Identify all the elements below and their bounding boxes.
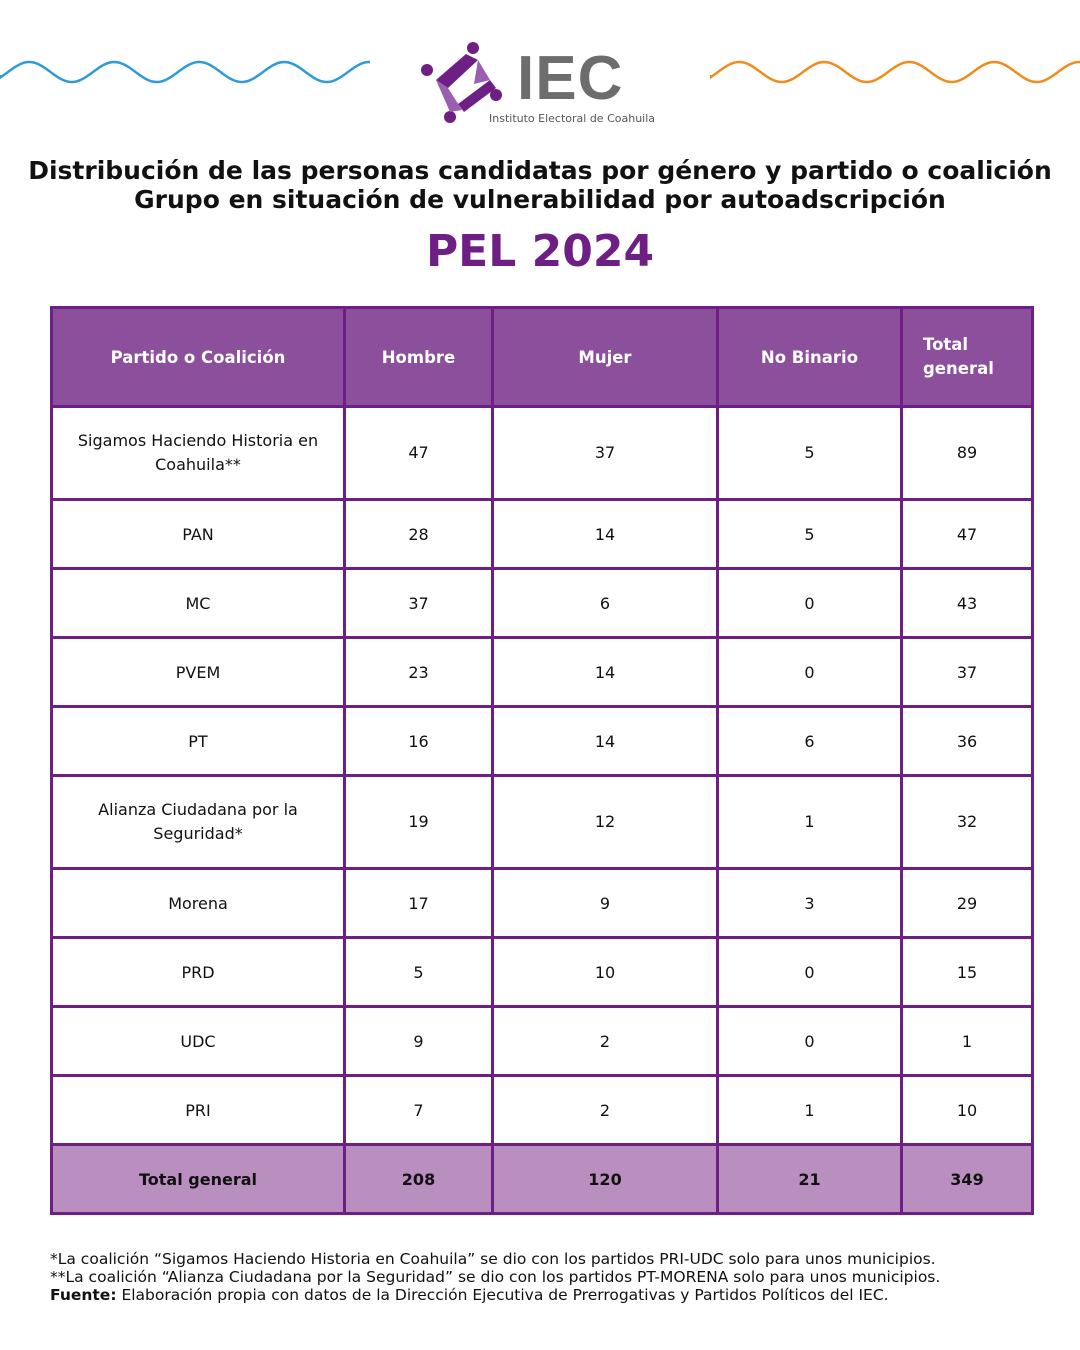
cell-no-binario: 0: [716, 1005, 903, 1077]
cell-mujer: 10: [491, 936, 719, 1008]
cell-hombre: 17: [343, 867, 494, 939]
cell-no-binario: 6: [716, 705, 903, 777]
cell-party: PAN: [50, 498, 346, 570]
cell-total: 29: [900, 867, 1034, 939]
cell-total: 43: [900, 567, 1034, 639]
table-row: PVEM 23 14 0 37: [50, 636, 1034, 708]
total-cell-no-binario: 21: [716, 1143, 903, 1215]
header-mujer: Mujer: [491, 306, 719, 408]
cell-hombre: 7: [343, 1074, 494, 1146]
table-row: PAN 28 14 5 47: [50, 498, 1034, 570]
candidates-table: Partido o Coalición Hombre Mujer No Bina…: [50, 306, 1034, 1215]
table-row: Morena 17 9 3 29: [50, 867, 1034, 939]
cell-total: 36: [900, 705, 1034, 777]
cell-party: Morena: [50, 867, 346, 939]
cell-hombre: 16: [343, 705, 494, 777]
header-no-binario: No Binario: [716, 306, 903, 408]
table-row: PT 16 14 6 36: [50, 705, 1034, 777]
footnotes: *La coalición “Sigamos Haciendo Historia…: [50, 1250, 940, 1304]
cell-total: 47: [900, 498, 1034, 570]
footnote-1: *La coalición “Sigamos Haciendo Historia…: [50, 1250, 936, 1268]
cell-party: Sigamos Haciendo Historia en Coahuila**: [50, 405, 346, 501]
cell-mujer: 37: [491, 405, 719, 501]
cell-total: 10: [900, 1074, 1034, 1146]
cell-mujer: 9: [491, 867, 719, 939]
cell-party: PT: [50, 705, 346, 777]
cell-mujer: 14: [491, 705, 719, 777]
cell-party: PRD: [50, 936, 346, 1008]
table-header-row: Partido o Coalición Hombre Mujer No Bina…: [50, 306, 1034, 408]
header-total: Total general: [900, 306, 1034, 408]
page-subtitle: PEL 2024: [425, 226, 655, 277]
cell-no-binario: 5: [716, 498, 903, 570]
cell-hombre: 5: [343, 936, 494, 1008]
cell-no-binario: 0: [716, 567, 903, 639]
cell-mujer: 12: [491, 774, 719, 870]
cell-no-binario: 1: [716, 1074, 903, 1146]
footnote-2: **La coalición “Alianza Ciudadana por la…: [50, 1268, 941, 1286]
cell-hombre: 47: [343, 405, 494, 501]
cell-party: PRI: [50, 1074, 346, 1146]
cell-mujer: 14: [491, 636, 719, 708]
wave-decoration-right: [710, 60, 1080, 84]
total-cell-party: Total general: [50, 1143, 346, 1215]
header-party: Partido o Coalición: [50, 306, 346, 408]
cell-party: UDC: [50, 1005, 346, 1077]
total-cell-hombre: 208: [343, 1143, 494, 1215]
total-row: Total general 208 120 21 349: [50, 1143, 1034, 1215]
cell-party: Alianza Ciudadana por la Seguridad*: [50, 774, 346, 870]
cell-hombre: 9: [343, 1005, 494, 1077]
page-title: Distribución de las personas candidatas …: [28, 156, 1052, 214]
cell-total: 1: [900, 1005, 1034, 1077]
total-cell-total: 349: [900, 1143, 1034, 1215]
iec-logo-icon: [421, 42, 502, 123]
cell-no-binario: 5: [716, 405, 903, 501]
table-row: UDC 9 2 0 1: [50, 1005, 1034, 1077]
cell-mujer: 14: [491, 498, 719, 570]
cell-party: PVEM: [50, 636, 346, 708]
cell-mujer: 6: [491, 567, 719, 639]
table-row: MC 37 6 0 43: [50, 567, 1034, 639]
table-row: PRD 5 10 0 15: [50, 936, 1034, 1008]
cell-total: 37: [900, 636, 1034, 708]
cell-party: MC: [50, 567, 346, 639]
cell-no-binario: 0: [716, 936, 903, 1008]
cell-mujer: 2: [491, 1074, 719, 1146]
header-hombre: Hombre: [343, 306, 494, 408]
cell-total: 15: [900, 936, 1034, 1008]
cell-hombre: 28: [343, 498, 494, 570]
cell-total: 32: [900, 774, 1034, 870]
wave-decoration-left: [0, 60, 370, 84]
cell-no-binario: 3: [716, 867, 903, 939]
cell-no-binario: 0: [716, 636, 903, 708]
cell-no-binario: 1: [716, 774, 903, 870]
source-note: Fuente: Elaboración propia con datos de …: [50, 1286, 889, 1304]
table-row: PRI 7 2 1 10: [50, 1074, 1034, 1146]
cell-total: 89: [900, 405, 1034, 501]
cell-hombre: 23: [343, 636, 494, 708]
table-row: Sigamos Haciendo Historia en Coahuila** 4…: [50, 405, 1034, 501]
cell-mujer: 2: [491, 1005, 719, 1077]
cell-hombre: 37: [343, 567, 494, 639]
table-row: Alianza Ciudadana por la Seguridad* 19 12 1…: [50, 774, 1034, 870]
cell-hombre: 19: [343, 774, 494, 870]
total-cell-mujer: 120: [491, 1143, 719, 1215]
